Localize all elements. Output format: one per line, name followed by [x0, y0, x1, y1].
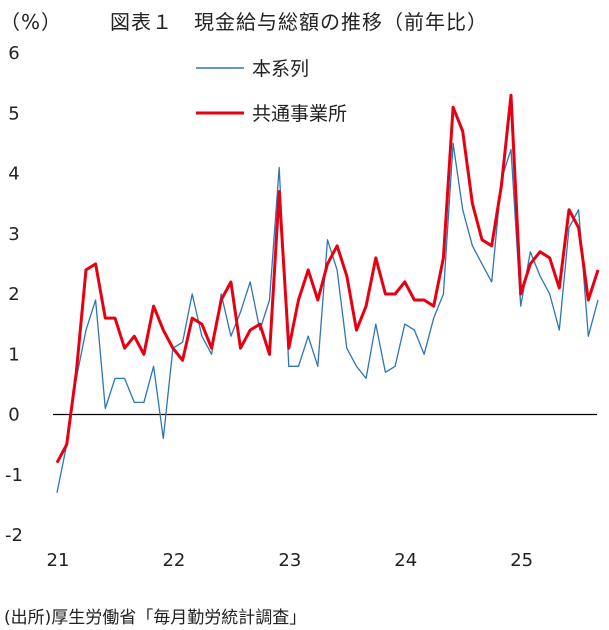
y-tick-label: 4 — [8, 164, 19, 185]
series-line — [55, 93, 600, 464]
y-tick-label: -1 — [5, 465, 23, 486]
chart-title: 図表１ 現金給与総額の推移（前年比） — [110, 10, 488, 34]
series-layer — [55, 93, 600, 493]
x-tick-label: 25 — [510, 550, 533, 571]
y-tick-label: 1 — [8, 344, 19, 365]
x-tick-label: 23 — [278, 550, 301, 571]
x-axis-ticks: 21 22 23 24 25 — [47, 550, 534, 571]
source-note: (出所)厚生労働省「毎月勤労統計調査」 — [4, 608, 307, 628]
y-tick-label: 6 — [8, 43, 19, 64]
y-tick-label: 3 — [8, 224, 19, 245]
legend-label: 共通事業所 — [252, 103, 347, 125]
y-axis-ticks: 6 5 4 3 2 1 0 -1 -2 — [5, 43, 23, 546]
y-tick-label: -2 — [5, 525, 23, 546]
y-tick-label: 5 — [8, 103, 19, 124]
y-tick-label: 0 — [8, 405, 19, 426]
x-tick-label: 22 — [162, 550, 185, 571]
x-tick-label: 21 — [47, 550, 70, 571]
unit-label: （%） — [0, 10, 63, 34]
series-line — [56, 142, 599, 493]
legend-label: 本系列 — [252, 58, 309, 80]
x-tick-label: 24 — [394, 550, 417, 571]
y-tick-label: 2 — [8, 284, 19, 305]
